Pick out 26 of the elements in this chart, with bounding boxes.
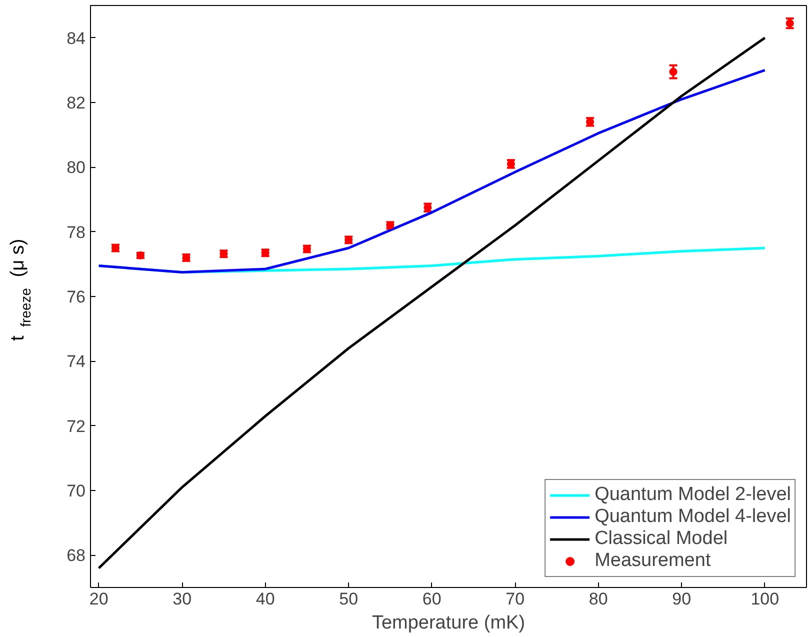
legend-label: Quantum Model 4-level bbox=[594, 506, 791, 528]
y-axis-title: tfreeze (μ s) bbox=[8, 238, 34, 341]
y-tick-label: 72 bbox=[66, 416, 86, 436]
legend-label: Classical Model bbox=[594, 528, 728, 550]
line-series bbox=[98, 68, 766, 274]
x-tick-label: 90 bbox=[672, 590, 692, 608]
x-tick-label: 60 bbox=[422, 590, 442, 608]
x-tick-label: 50 bbox=[339, 590, 358, 608]
legend-label: Quantum Model 2-level bbox=[594, 484, 791, 506]
x-tick-label: 100 bbox=[750, 590, 780, 608]
x-tick-label: 40 bbox=[256, 590, 275, 608]
y-tick-label: 70 bbox=[66, 482, 86, 500]
y-tick-label: 84 bbox=[66, 28, 86, 48]
y-tick-label: 80 bbox=[66, 158, 86, 178]
y-tick-label: 82 bbox=[66, 94, 86, 112]
y-tick-label: 76 bbox=[66, 288, 86, 306]
y-tick-label: 74 bbox=[66, 352, 86, 372]
x-tick-label: 80 bbox=[588, 590, 608, 608]
y-tick-label: 78 bbox=[66, 222, 86, 242]
x-tick-label: 70 bbox=[506, 590, 525, 608]
point bbox=[669, 68, 678, 76]
x-axis-title: Temperature (mK) bbox=[372, 612, 526, 634]
x-tick-label: 30 bbox=[172, 590, 192, 608]
x-tick-label: 20 bbox=[89, 590, 108, 608]
legend-label: Measurement bbox=[594, 550, 711, 572]
y-tick-label: 68 bbox=[66, 546, 86, 566]
